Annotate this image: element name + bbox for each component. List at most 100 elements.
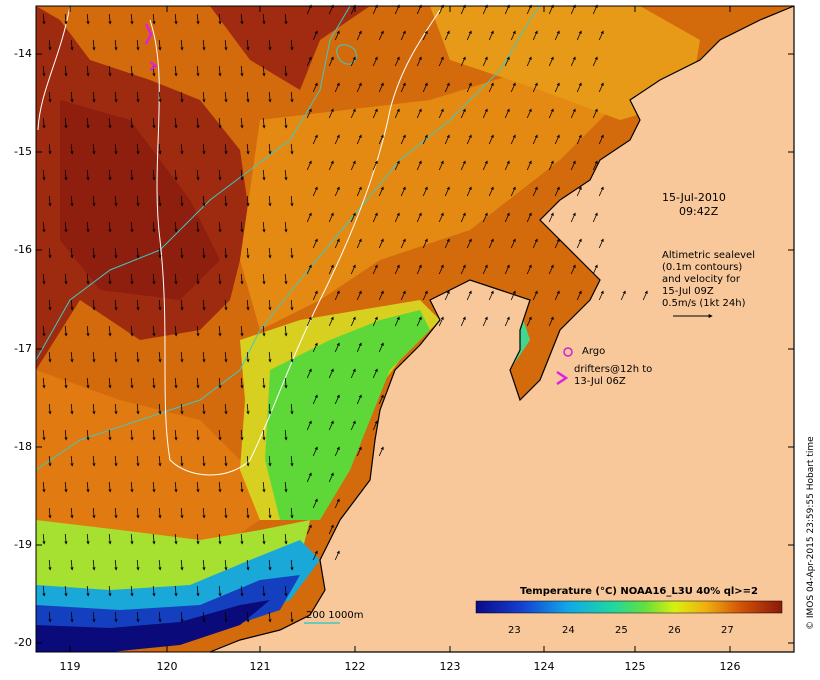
velocity-arrow [240, 585, 244, 597]
velocity-arrow [152, 533, 156, 545]
velocity-arrow [196, 585, 200, 597]
velocity-arrow [130, 65, 134, 77]
velocity-arrow [576, 238, 582, 249]
velocity-arrow [224, 299, 228, 311]
velocity-arrow [64, 169, 68, 181]
velocity-arrow [444, 290, 450, 301]
velocity-arrow [202, 39, 206, 51]
velocity-arrow [224, 507, 228, 519]
velocity-arrow [48, 143, 52, 155]
velocity-arrow [202, 403, 206, 415]
velocity-arrow [466, 30, 472, 41]
velocity-arrow [482, 316, 488, 327]
velocity-arrow [290, 195, 294, 207]
velocity-arrow [290, 39, 294, 51]
velocity-arrow [444, 238, 450, 249]
velocity-arrow [114, 299, 118, 311]
velocity-arrow [48, 611, 52, 623]
velocity-arrow [240, 65, 244, 77]
velocity-arrow [158, 455, 162, 467]
velocity-arrow [130, 533, 134, 545]
velocity-arrow [86, 273, 90, 285]
velocity-arrow [42, 325, 46, 337]
velocity-arrow [246, 39, 250, 51]
velocity-arrow [42, 273, 46, 285]
velocity-arrow [504, 316, 510, 327]
velocity-arrow [108, 221, 112, 233]
velocity-arrow [152, 117, 156, 129]
velocity-arrow [532, 290, 538, 301]
velocity-arrow [130, 169, 134, 181]
velocity-arrow [306, 368, 312, 379]
velocity-arrow [444, 134, 450, 145]
velocity-arrow [196, 169, 200, 181]
velocity-arrow [64, 429, 68, 441]
velocity-arrow [488, 290, 494, 301]
velocity-arrow [48, 403, 52, 415]
drifter-track [144, 23, 158, 71]
velocity-arrow [510, 186, 516, 197]
velocity-arrow [174, 221, 178, 233]
velocity-arrow [42, 221, 46, 233]
velocity-arrow [130, 117, 134, 129]
velocity-arrow [48, 299, 52, 311]
velocity-arrow [532, 134, 538, 145]
velocity-arrow [158, 299, 162, 311]
velocity-arrow [158, 91, 162, 103]
x-tick-label-120: 120 [156, 660, 178, 673]
velocity-arrow [64, 377, 68, 389]
velocity-arrow [598, 134, 604, 145]
velocity-arrow [268, 39, 272, 51]
velocity-arrow [284, 429, 288, 441]
colorbar-tick-27: 27 [721, 625, 734, 636]
velocity-arrow [378, 134, 384, 145]
velocity-arrow [202, 611, 206, 623]
velocity-arrow [108, 273, 112, 285]
velocity-arrow [262, 377, 266, 389]
velocity-arrow [334, 186, 340, 197]
velocity-arrow [64, 325, 68, 337]
velocity-arrow [312, 82, 318, 93]
velocity-arrow [334, 134, 340, 145]
velocity-arrow [130, 585, 134, 597]
velocity-arrow [570, 56, 576, 67]
velocity-arrow [350, 212, 356, 223]
velocity-arrow [400, 134, 406, 145]
velocity-arrow [394, 316, 400, 327]
velocity-arrow [378, 238, 384, 249]
velocity-arrow [114, 39, 118, 51]
velocity-arrow [532, 82, 538, 93]
x-tick-label-122: 122 [344, 660, 366, 673]
velocity-arrow [466, 82, 472, 93]
x-tick-label-123: 123 [439, 660, 461, 673]
velocity-arrow [86, 65, 90, 77]
velocity-arrow [378, 82, 384, 93]
velocity-arrow [532, 238, 538, 249]
velocity-arrow [312, 342, 318, 353]
velocity-arrow [460, 212, 466, 223]
velocity-arrow [548, 212, 554, 223]
velocity-arrow [290, 299, 294, 311]
velocity-arrow [224, 455, 228, 467]
velocity-arrow [196, 13, 200, 25]
velocity-arrow [482, 56, 488, 67]
velocity-arrow [262, 273, 266, 285]
velocity-arrow [510, 290, 516, 301]
velocity-arrow [108, 533, 112, 545]
argo-label: Argo [582, 346, 606, 357]
velocity-arrow [136, 247, 140, 259]
velocity-arrow [438, 316, 444, 327]
velocity-arrow [108, 585, 112, 597]
velocity-arrow [394, 212, 400, 223]
velocity-arrow [240, 273, 244, 285]
velocity-arrow [92, 91, 96, 103]
velocity-arrow [284, 273, 288, 285]
velocity-arrow [262, 533, 266, 545]
velocity-arrow [152, 325, 156, 337]
velocity-arrow [372, 420, 378, 431]
velocity-arrow [268, 247, 272, 259]
velocity-arrow [350, 56, 356, 67]
velocity-arrow [262, 221, 266, 233]
argo-legend-icon [563, 347, 573, 357]
velocity-arrow [42, 481, 46, 493]
